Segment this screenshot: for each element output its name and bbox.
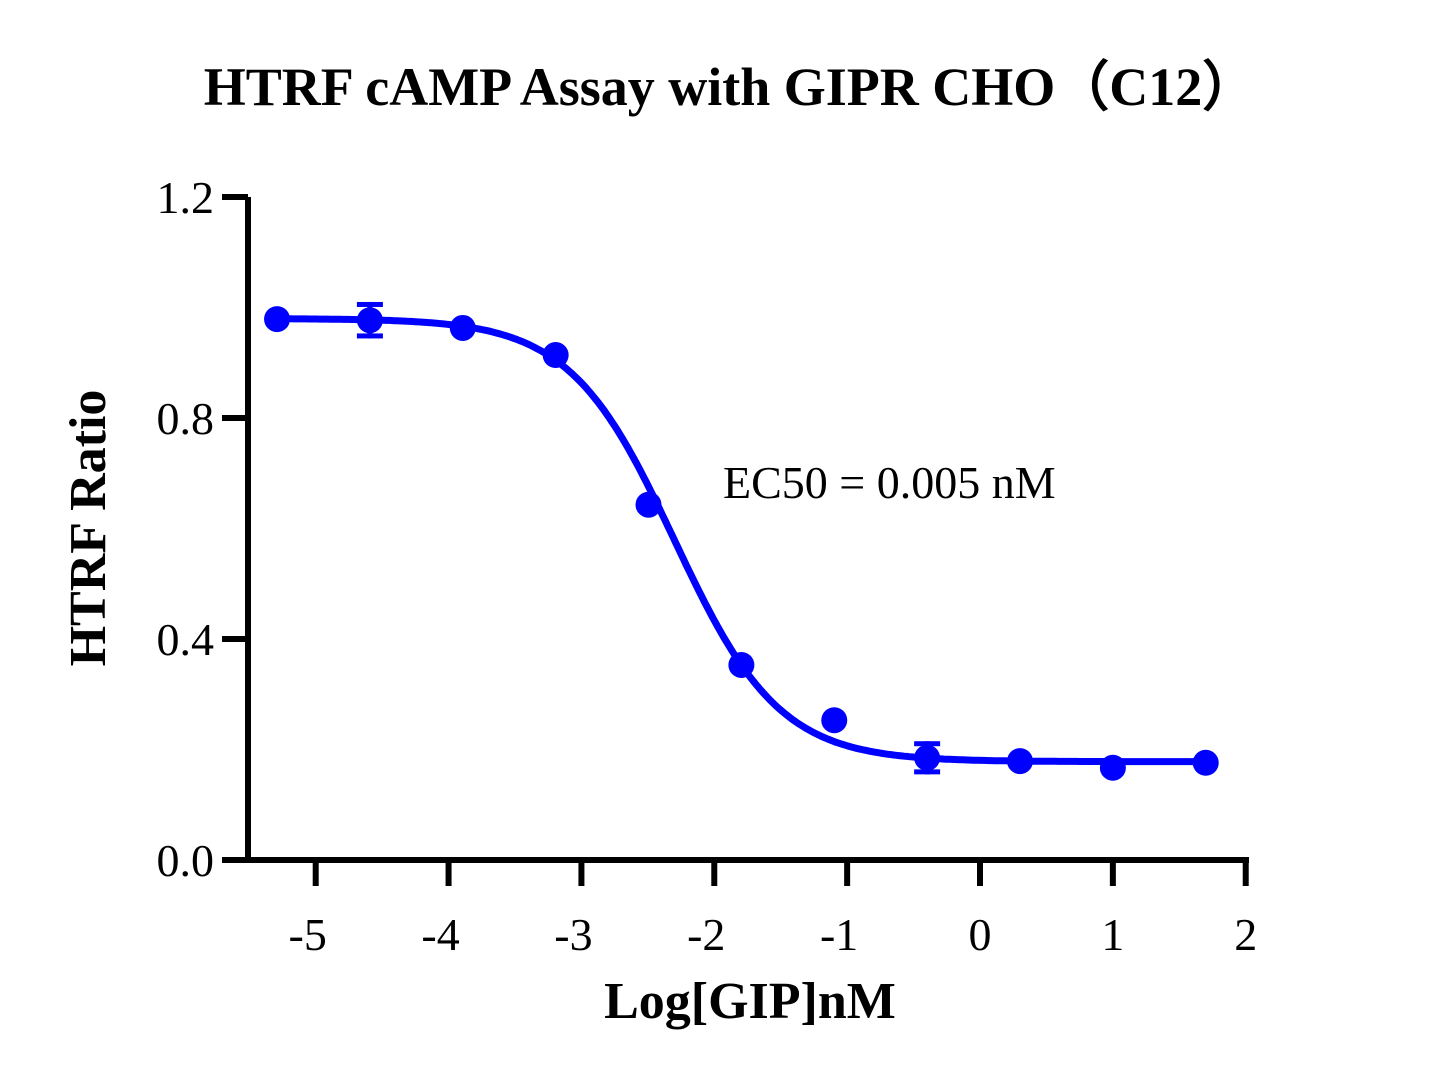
data-points (264, 301, 1219, 781)
axes: 0.0 0.4 0.8 1.2 -5 -4 -3 -2 -1 0 1 2 (157, 172, 1258, 960)
chart-title: HTRF cAMP Assay with GIPR CHO（C12） (204, 57, 1257, 117)
fit-curve-group (277, 315, 1205, 766)
data-point (1006, 748, 1033, 775)
ec50-annotation: EC50 = 0.005 nM (723, 457, 1056, 508)
x-tick-label: -5 (289, 909, 327, 960)
data-point (1192, 749, 1219, 776)
data-point (728, 651, 755, 678)
data-point (635, 491, 662, 518)
x-tick-label: -2 (687, 909, 725, 960)
x-tick-label: -1 (820, 909, 858, 960)
x-tick-label: -3 (554, 909, 592, 960)
y-tick-label: 1.2 (157, 172, 215, 223)
data-point (356, 307, 383, 334)
x-tick-label: 2 (1234, 909, 1257, 960)
x-tick-label: -4 (421, 909, 459, 960)
y-tick-label: 0.0 (157, 835, 215, 886)
data-point (542, 342, 569, 369)
x-tick-label: 1 (1101, 909, 1124, 960)
y-tick-label: 0.4 (157, 614, 215, 665)
y-axis-label: HTRF Ratio (60, 390, 117, 667)
x-axis-label: Log[GIP]nM (604, 973, 896, 1030)
y-tick-label: 0.8 (157, 393, 215, 444)
fit-curve (277, 315, 1205, 766)
data-point (914, 744, 941, 771)
data-point (449, 314, 476, 341)
data-point (821, 707, 848, 734)
data-point (1099, 754, 1126, 781)
data-point (264, 306, 291, 333)
x-tick-label: 0 (969, 909, 992, 960)
